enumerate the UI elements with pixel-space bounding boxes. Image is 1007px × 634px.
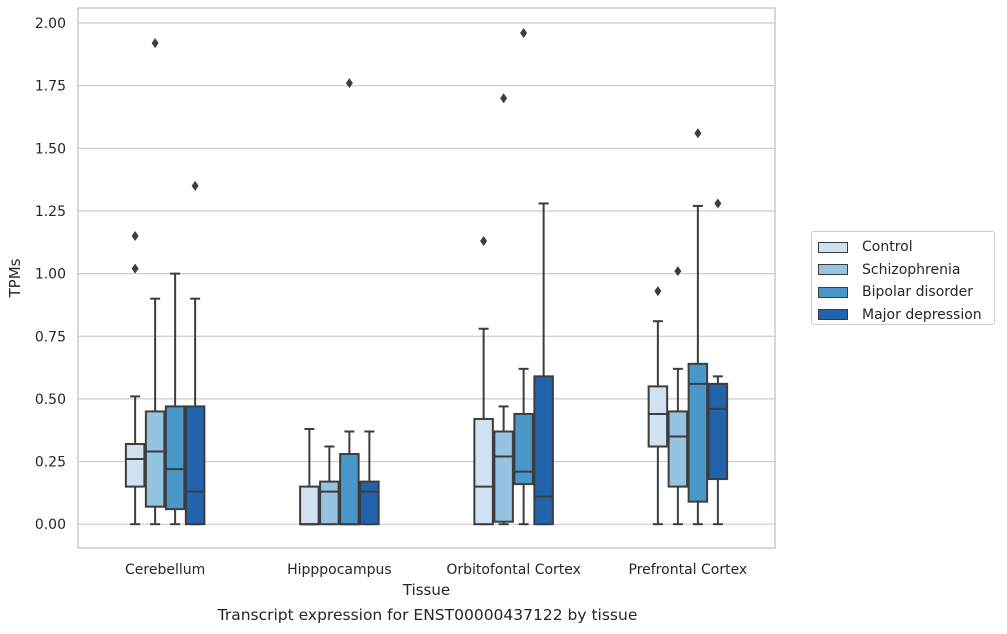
box-schizophrenia xyxy=(667,266,689,526)
legend-swatch xyxy=(818,309,848,321)
legend-label: Bipolar disorder xyxy=(862,284,974,301)
outlier-point xyxy=(131,263,139,274)
box-schizophrenia xyxy=(319,445,340,526)
y-axis-label: TPMs xyxy=(6,258,24,298)
box-control xyxy=(473,236,494,526)
outlier-point xyxy=(520,28,528,39)
x-axis: Cerebellum Hipppocampus Orbitofontal Corte… xyxy=(125,562,747,578)
outlier-point xyxy=(654,286,662,297)
box-schizophrenia xyxy=(493,93,514,526)
box-major-depression xyxy=(359,430,380,526)
x-tick-label: Cerebellum xyxy=(125,562,205,578)
plot-area xyxy=(124,28,729,526)
legend-label: Control xyxy=(862,239,913,256)
y-tick-label: 1.00 xyxy=(35,267,66,283)
box-bipolar-disorder xyxy=(513,28,534,526)
x-tick-label: Hipppocampus xyxy=(287,562,392,578)
outlier-point xyxy=(151,38,159,49)
box-iqr xyxy=(124,443,146,488)
y-tick-label: 0.00 xyxy=(35,517,66,533)
box-bipolar-disorder xyxy=(164,272,186,526)
outlier-point xyxy=(131,231,139,242)
legend-item: Bipolar disorder xyxy=(818,281,994,304)
box-schizophrenia xyxy=(144,38,166,526)
box-iqr xyxy=(339,453,360,526)
x-axis-label: Tissue xyxy=(402,581,450,599)
legend-label: Schizophrenia xyxy=(862,261,961,278)
legend-item: Control xyxy=(818,236,994,259)
box-major-depression xyxy=(184,180,206,526)
box-control xyxy=(299,427,320,526)
box-iqr xyxy=(707,382,729,481)
outlier-point xyxy=(345,78,353,89)
box-iqr xyxy=(493,430,514,523)
box-iqr xyxy=(319,480,340,526)
y-tick-label: 0.50 xyxy=(35,392,66,408)
y-tick-label: 1.25 xyxy=(35,204,66,220)
box-major-depression xyxy=(707,198,729,526)
box-iqr xyxy=(667,410,689,488)
box-iqr xyxy=(184,405,206,526)
legend-label: Major depression xyxy=(862,306,982,323)
y-tick-label: 1.50 xyxy=(35,141,66,157)
box-control xyxy=(124,231,146,526)
x-tick-label: Prefrontal Cortex xyxy=(629,562,748,578)
y-tick-label: 0.75 xyxy=(35,329,66,345)
box-iqr xyxy=(164,405,186,511)
legend-swatch xyxy=(818,264,848,276)
box-iqr xyxy=(299,485,320,526)
outlier-point xyxy=(714,198,722,209)
y-tick-label: 0.25 xyxy=(35,455,66,471)
box-control xyxy=(647,286,669,526)
legend-swatch xyxy=(818,286,848,298)
y-tick-label: 1.75 xyxy=(35,79,66,95)
outlier-point xyxy=(480,236,488,247)
outlier-point xyxy=(674,266,682,277)
y-tick-label: 2.00 xyxy=(35,16,66,32)
outlier-point xyxy=(191,180,199,191)
box-iqr xyxy=(513,412,534,486)
box-iqr xyxy=(647,385,669,448)
outlier-point xyxy=(694,128,702,139)
plot-frame xyxy=(77,7,776,549)
chart-title: Transcript expression for ENST0000043712… xyxy=(217,606,638,624)
outlier-point xyxy=(500,93,508,104)
legend-item: Major depression xyxy=(818,304,994,327)
box-iqr xyxy=(144,410,166,508)
legend-swatch xyxy=(818,241,848,253)
x-tick-label: Orbitofontal Cortex xyxy=(446,562,581,578)
y-axis: 0.00 0.25 0.50 0.75 1.00 1.25 1.50 1.75 2.00 xyxy=(35,16,66,533)
box-iqr xyxy=(359,480,380,526)
legend-item: Schizophrenia xyxy=(818,259,994,282)
box-iqr xyxy=(687,362,709,503)
box-iqr xyxy=(473,417,494,526)
legend: Control Schizophrenia Bipolar disorder Majo… xyxy=(811,231,995,325)
box-iqr xyxy=(533,375,554,526)
box-bipolar-disorder xyxy=(687,128,709,526)
box-bipolar-disorder xyxy=(339,78,360,526)
box-major-depression xyxy=(533,202,554,526)
